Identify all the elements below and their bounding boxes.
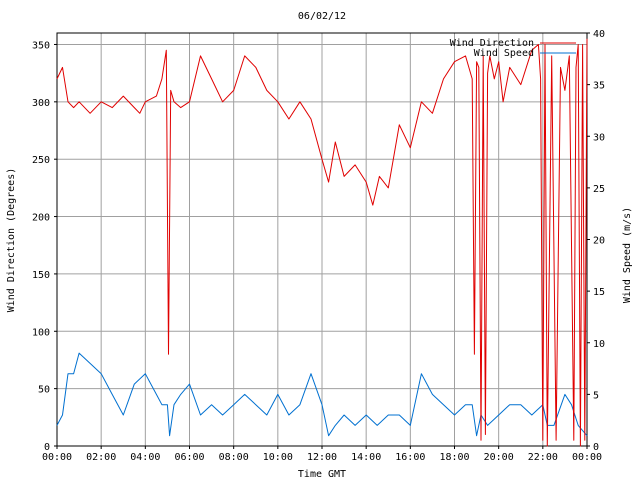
y-left-tick-label: 200	[32, 213, 50, 224]
y-right-tick-label: 20	[593, 236, 605, 247]
x-tick-label: 00:00	[572, 452, 602, 463]
y-left-axis-label: Wind Direction (Degrees)	[6, 168, 17, 313]
chart-title: 06/02/12	[298, 11, 346, 22]
series-wind-direction-line	[56, 38, 588, 447]
legend-label-wind-speed: Wind Speed	[474, 48, 534, 59]
x-tick-label: 08:00	[219, 452, 249, 463]
legend: Wind Direction Wind Speed	[450, 38, 576, 59]
x-tick-label: 00:00	[42, 452, 72, 463]
x-tick-label: 16:00	[395, 452, 425, 463]
series-layer	[56, 38, 588, 447]
y-left-tick-label: 300	[32, 98, 50, 109]
y-right-axis-label: Wind Speed (m/s)	[622, 207, 633, 303]
y-left-tick-label: 100	[32, 327, 50, 338]
x-tick-label: 10:00	[263, 452, 293, 463]
x-tick-label: 14:00	[351, 452, 381, 463]
x-tick-label: 20:00	[484, 452, 514, 463]
series-wind-speed-line	[56, 352, 588, 437]
y-left-tick-label: 50	[38, 385, 50, 396]
y-right-tick-label: 10	[593, 339, 605, 350]
y-right-tick-label: 15	[593, 287, 605, 298]
x-tick-label: 02:00	[86, 452, 116, 463]
y-right-tick-label: 40	[593, 29, 605, 40]
x-tick-label: 06:00	[174, 452, 204, 463]
y-left-tick-label: 250	[32, 155, 50, 166]
legend-label-wind-direction: Wind Direction	[450, 38, 534, 49]
x-tick-label: 04:00	[130, 452, 160, 463]
x-tick-label: 18:00	[439, 452, 469, 463]
axis-ticks: 00:00 02:00 04:00 06:00 08:00 10:00 12:00 14:00…	[32, 29, 605, 463]
y-right-tick-label: 5	[593, 390, 599, 401]
y-right-tick-label: 25	[593, 184, 605, 195]
y-left-tick-label: 150	[32, 270, 50, 281]
y-left-tick-label: 0	[44, 442, 50, 453]
y-right-tick-label: 35	[593, 81, 605, 92]
x-tick-label: 22:00	[528, 452, 558, 463]
y-right-tick-label: 30	[593, 132, 605, 143]
x-tick-label: 12:00	[307, 452, 337, 463]
y-left-tick-label: 350	[32, 40, 50, 51]
x-axis-label: Time GMT	[298, 469, 346, 480]
y-right-tick-label: 0	[593, 442, 599, 453]
